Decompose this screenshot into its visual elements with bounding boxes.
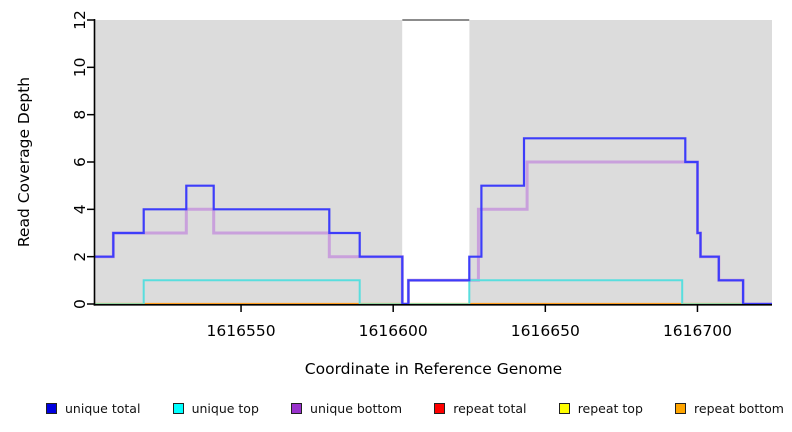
legend-swatch-repeat-bottom bbox=[675, 403, 687, 414]
legend-swatch-unique-top bbox=[172, 403, 184, 414]
ticks-layer: 1616550 1616600 1616650 1616700 0 2 4 6 8 10 12 bbox=[71, 10, 732, 340]
legend-item-unique-bottom: unique bottom bbox=[291, 401, 402, 416]
legend-swatch-unique-bottom bbox=[291, 403, 303, 414]
axes-layer bbox=[93, 19, 772, 306]
series-unique-total bbox=[95, 137, 772, 306]
x-tick-label: 1616600 bbox=[359, 322, 428, 340]
x-tick-label: 1616550 bbox=[207, 322, 276, 340]
legend-swatch-repeat-top bbox=[558, 403, 570, 414]
legend-label: unique top bbox=[191, 401, 259, 416]
legend: unique total unique top unique bottom repea… bbox=[46, 401, 784, 416]
x-tick-label: 1616700 bbox=[663, 322, 732, 340]
gap-region bbox=[402, 20, 470, 304]
y-tick-label: 2 bbox=[71, 252, 89, 262]
legend-item-repeat-total: repeat total bbox=[434, 401, 527, 416]
x-axis-title: Coordinate in Reference Genome bbox=[305, 360, 562, 378]
y-tick-label: 10 bbox=[71, 57, 89, 77]
legend-swatch-repeat-total bbox=[434, 403, 446, 414]
coverage-depth-chart: 1616550 1616600 1616650 1616700 0 2 4 6 8 10 12 Co… bbox=[15, 10, 772, 378]
legend-item-unique-top: unique top bbox=[172, 401, 259, 416]
y-axis-title: Read Coverage Depth bbox=[15, 77, 33, 247]
legend-item-repeat-bottom: repeat bottom bbox=[675, 401, 784, 416]
plot-bg-left bbox=[95, 20, 403, 304]
legend-label: repeat top bbox=[577, 401, 643, 416]
y-tick-label: 4 bbox=[71, 204, 89, 214]
y-tick-label: 12 bbox=[71, 10, 89, 30]
legend-label: unique total bbox=[65, 401, 141, 416]
x-tick-label: 1616650 bbox=[511, 322, 580, 340]
legend-label: unique bottom bbox=[310, 401, 403, 416]
legend-swatch-unique-total bbox=[46, 403, 57, 414]
legend-item-unique-total: unique total bbox=[46, 401, 140, 416]
legend-item-repeat-top: repeat top bbox=[558, 401, 643, 416]
legend-label: repeat bottom bbox=[694, 401, 784, 416]
y-tick-label: 8 bbox=[71, 110, 89, 120]
legend-label: repeat total bbox=[453, 401, 527, 416]
y-tick-label: 6 bbox=[71, 157, 89, 167]
y-tick-label: 0 bbox=[71, 299, 89, 309]
